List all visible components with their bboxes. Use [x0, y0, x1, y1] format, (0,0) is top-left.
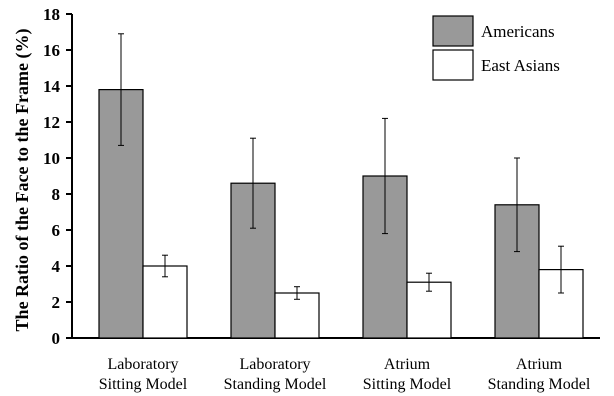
legend-label: East Asians	[481, 56, 560, 75]
y-tick-label: 2	[52, 293, 61, 312]
x-tick-label: Atrium	[384, 356, 431, 373]
legend-swatch	[432, 15, 474, 47]
legend-swatch	[432, 49, 474, 81]
error-bars	[118, 33, 564, 300]
x-tick-label: Laboratory	[239, 356, 310, 373]
y-tick-label: 10	[43, 149, 60, 168]
axes: 0 2 4 6 8 10 12 14 16 18 Laboratory Sitting Model La…	[43, 5, 600, 393]
x-tick-label: Laboratory	[107, 356, 178, 373]
legend-label: Americans	[481, 22, 555, 41]
bars	[98, 88, 584, 339]
bar-east-asians	[142, 265, 188, 339]
x-tick-label: Standing Model	[488, 376, 591, 393]
x-tick-label: Sitting Model	[363, 376, 452, 393]
y-tick-label: 14	[43, 77, 61, 96]
y-tick-label: 16	[43, 41, 60, 60]
y-tick-label: 12	[43, 113, 60, 132]
y-axis-label: The Ratio of the Face to the Frame (%)	[12, 29, 33, 332]
y-tick-label: 0	[52, 329, 61, 348]
x-tick-label: Standing Model	[224, 376, 327, 393]
y-tick-label: 6	[52, 221, 61, 240]
y-tick-label: 8	[52, 185, 61, 204]
y-tick-label: 18	[43, 5, 60, 24]
x-tick-label: Sitting Model	[99, 376, 188, 393]
y-tick-label: 4	[52, 257, 61, 276]
legend: Americans East Asians	[432, 15, 560, 81]
x-tick-label: Atrium	[516, 356, 563, 373]
